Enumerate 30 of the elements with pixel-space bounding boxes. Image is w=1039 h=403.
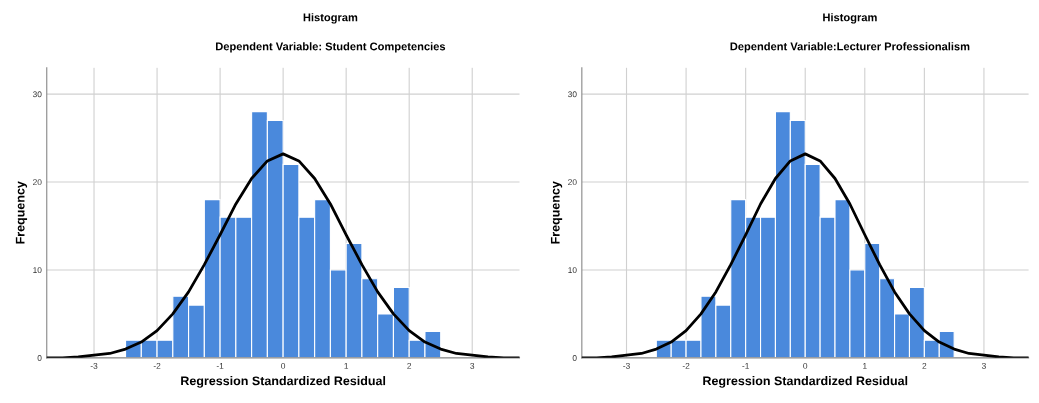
x-tick-label: 0 <box>803 362 808 369</box>
x-tick-label: -1 <box>216 363 224 369</box>
chart-title: Histogram <box>823 13 877 24</box>
x-tick-label: 1 <box>344 363 349 369</box>
x-tick-label: 2 <box>407 362 412 369</box>
y-tick-label: 10 <box>33 267 42 274</box>
x-tick-label: -2 <box>682 362 690 369</box>
x-tick-label: 2 <box>922 362 927 369</box>
y-tick-label: 0 <box>572 355 577 361</box>
y-tick-label: 20 <box>568 179 577 186</box>
x-tick-label: -2 <box>153 362 161 369</box>
x-tick-label: 0 <box>281 362 286 369</box>
chart-subtitle: Dependent Variable: Student Competencies <box>216 42 446 53</box>
x-tick-label: 3 <box>981 362 986 369</box>
y-tick-label: 10 <box>568 267 577 274</box>
x-axis-title: Regression Standardized Residual <box>703 376 908 388</box>
x-tick-label: 3 <box>470 362 475 369</box>
x-tick-label: -3 <box>623 362 630 369</box>
y-tick-label: 20 <box>33 179 42 186</box>
y-tick-label: 30 <box>568 91 577 98</box>
y-tick-label: 30 <box>32 91 42 98</box>
x-tick-label: -3 <box>90 362 98 369</box>
y-axis-title: Frequency <box>550 181 563 244</box>
x-axis-title: Regression Standardized Residual <box>181 376 386 388</box>
x-tick-label: -1 <box>742 363 749 369</box>
y-tick-label: 0 <box>37 355 42 361</box>
y-axis-title: Frequency <box>15 181 28 244</box>
chart-title: Histogram <box>303 13 358 24</box>
x-tick-label: 1 <box>863 363 867 369</box>
chart-subtitle: Dependent Variable:Lecturer Professionalism <box>730 42 970 53</box>
